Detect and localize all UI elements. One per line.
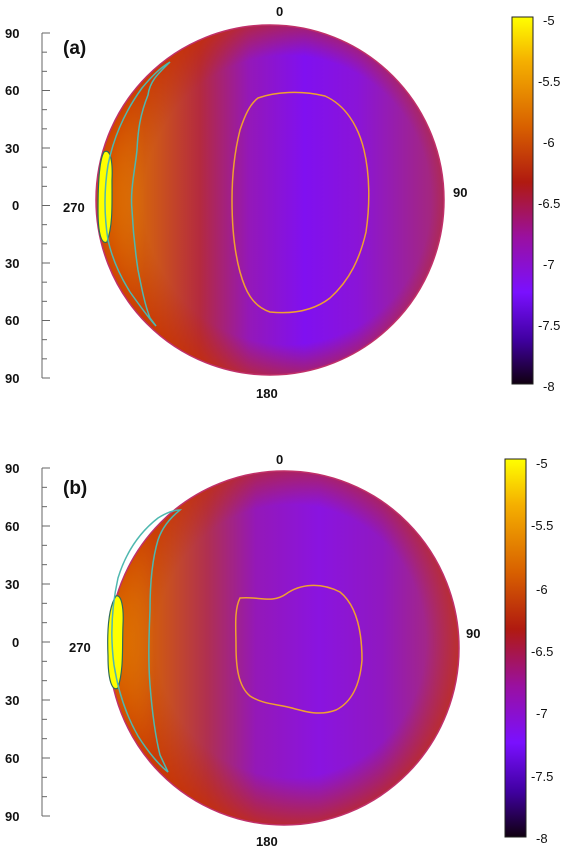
lon-label-top: 0	[276, 452, 283, 467]
colorbar-tick-label: -5	[536, 456, 548, 471]
y-tick-label: 30	[5, 693, 19, 708]
y-tick-label: 30	[5, 256, 19, 271]
lon-label-right: 90	[453, 185, 467, 200]
latitude-axis-b: 90 60 30 0 30 60 90	[5, 461, 50, 824]
y-tick-label: 90	[5, 809, 19, 824]
y-tick-label: 0	[12, 635, 19, 650]
panel-a: (a) 90 60 30 0 30 60 90 0 90 18	[5, 4, 560, 401]
y-tick-label: 60	[5, 313, 19, 328]
y-tick-label: 60	[5, 519, 19, 534]
y-tick-label: 0	[12, 198, 19, 213]
colorbar-tick-label: -5.5	[538, 74, 560, 89]
lon-label-bottom: 180	[256, 834, 278, 849]
y-tick-label: 90	[5, 371, 19, 386]
panel-label-a: (a)	[63, 38, 86, 59]
y-tick-label: 30	[5, 141, 19, 156]
lon-label-left: 270	[69, 640, 91, 655]
outer-contour-a	[104, 61, 171, 327]
inner-contour-a	[231, 91, 370, 314]
colorbar-tick-label: -5.5	[531, 518, 553, 533]
y-tick-label: 60	[5, 751, 19, 766]
colorbar-tick-label: -6	[543, 135, 555, 150]
colorbar-tick-label: -7	[536, 706, 548, 721]
colorbar-tick-label: -7	[543, 257, 555, 272]
colorbar-tick-label: -6.5	[531, 644, 553, 659]
colorbar-a: -5 -5.5 -6 -6.5 -7 -7.5 -8	[511, 13, 560, 394]
lon-label-left: 270	[63, 200, 85, 215]
colorbar-tick-label: -8	[536, 831, 548, 846]
y-tick-label: 30	[5, 577, 19, 592]
colorbar-tick-label: -7.5	[538, 318, 560, 333]
colorbar-tick-label: -6	[536, 582, 548, 597]
heatmap-disk-b	[107, 470, 460, 826]
y-tick-label: 90	[5, 26, 19, 41]
colorbar-tick-label: -5	[543, 13, 555, 28]
lon-label-right: 90	[466, 626, 480, 641]
y-tick-label: 60	[5, 83, 19, 98]
panel-label-b: (b)	[63, 478, 87, 499]
colorbar-b: -5 -5.5 -6 -6.5 -7 -7.5 -8	[504, 456, 553, 846]
y-tick-label: 90	[5, 461, 19, 476]
colorbar-tick-label: -7.5	[531, 769, 553, 784]
outer-contour-b	[111, 509, 183, 773]
lon-label-bottom: 180	[256, 386, 278, 401]
colorbar-tick-label: -8	[543, 379, 555, 394]
colorbar-tick-label: -6.5	[538, 196, 560, 211]
heatmap-disk-a	[95, 24, 445, 376]
panel-b: (b) 90 60 30 0 30 60 90 0 90 180 270 -5	[5, 452, 553, 849]
latitude-axis-a: 90 60 30 0 30 60 90	[5, 26, 50, 386]
inner-contour-b	[234, 584, 363, 714]
lon-label-top: 0	[276, 4, 283, 19]
